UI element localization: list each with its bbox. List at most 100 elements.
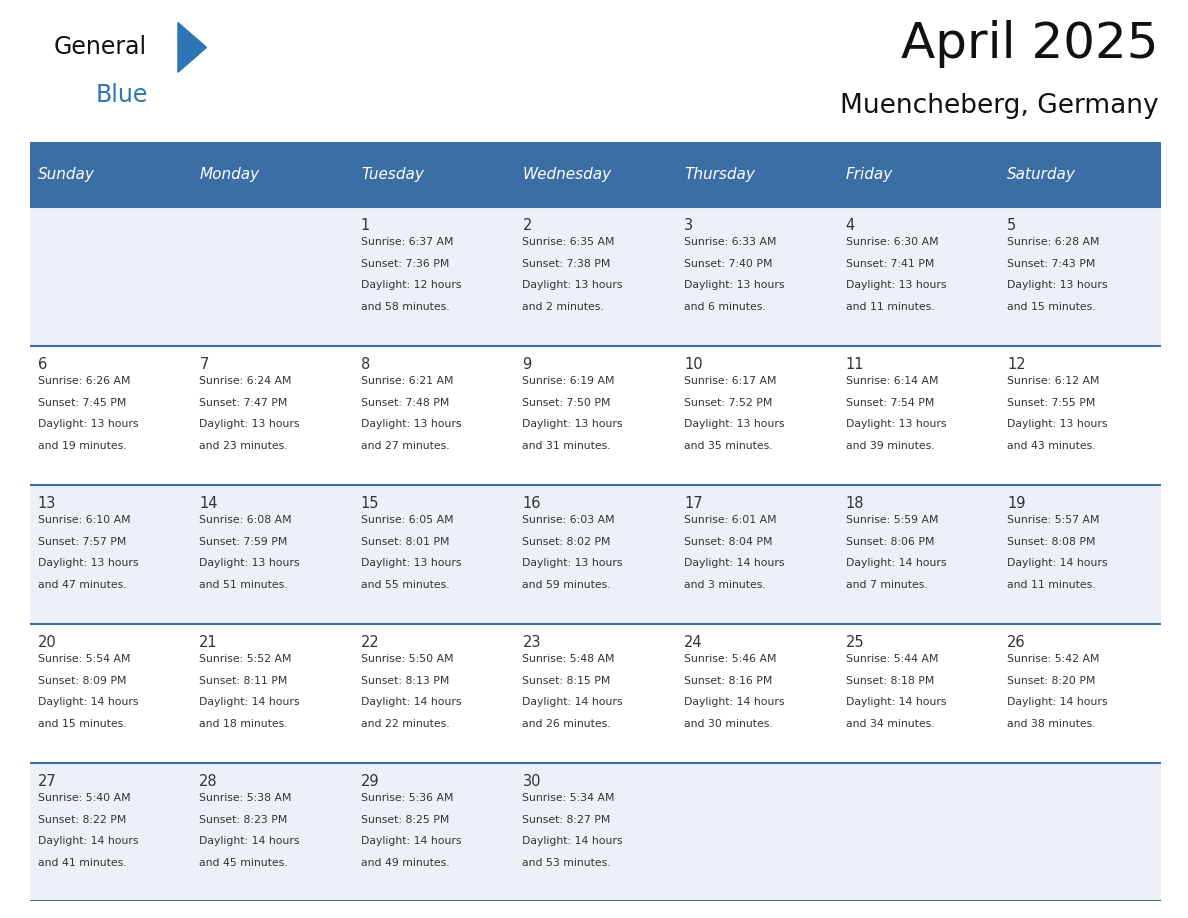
Text: Sunset: 7:47 PM: Sunset: 7:47 PM bbox=[200, 397, 287, 408]
Text: Sunrise: 5:57 AM: Sunrise: 5:57 AM bbox=[1007, 515, 1100, 525]
Text: and 55 minutes.: and 55 minutes. bbox=[361, 580, 449, 590]
Text: and 59 minutes.: and 59 minutes. bbox=[523, 580, 611, 590]
Text: 29: 29 bbox=[361, 774, 379, 789]
Text: Sunrise: 6:14 AM: Sunrise: 6:14 AM bbox=[846, 376, 939, 386]
Text: Sunrise: 6:33 AM: Sunrise: 6:33 AM bbox=[684, 238, 777, 247]
Bar bbox=[838, 763, 999, 901]
Text: and 51 minutes.: and 51 minutes. bbox=[200, 580, 287, 590]
Text: Daylight: 13 hours: Daylight: 13 hours bbox=[684, 420, 784, 430]
Text: 4: 4 bbox=[846, 218, 855, 233]
Text: April 2025: April 2025 bbox=[901, 20, 1158, 68]
Text: Daylight: 13 hours: Daylight: 13 hours bbox=[523, 420, 623, 430]
Text: Sunset: 7:48 PM: Sunset: 7:48 PM bbox=[361, 397, 449, 408]
Bar bbox=[30, 346, 191, 485]
Text: Sunset: 8:16 PM: Sunset: 8:16 PM bbox=[684, 676, 772, 686]
Text: 14: 14 bbox=[200, 496, 217, 510]
Text: Sunrise: 5:44 AM: Sunrise: 5:44 AM bbox=[846, 655, 939, 665]
Bar bbox=[191, 142, 353, 207]
Text: Daylight: 13 hours: Daylight: 13 hours bbox=[200, 420, 299, 430]
Text: 26: 26 bbox=[1007, 634, 1025, 650]
Text: 5: 5 bbox=[1007, 218, 1017, 233]
Bar bbox=[353, 485, 514, 623]
Text: and 2 minutes.: and 2 minutes. bbox=[523, 302, 605, 312]
Polygon shape bbox=[178, 23, 207, 73]
Text: 18: 18 bbox=[846, 496, 864, 510]
Text: Wednesday: Wednesday bbox=[523, 167, 612, 182]
Text: Daylight: 13 hours: Daylight: 13 hours bbox=[361, 558, 461, 568]
Text: 2: 2 bbox=[523, 218, 532, 233]
Text: Daylight: 14 hours: Daylight: 14 hours bbox=[200, 698, 299, 707]
Bar bbox=[514, 763, 676, 901]
Text: Sunset: 7:38 PM: Sunset: 7:38 PM bbox=[523, 259, 611, 269]
Text: and 11 minutes.: and 11 minutes. bbox=[1007, 580, 1095, 590]
Text: and 49 minutes.: and 49 minutes. bbox=[361, 857, 449, 868]
Bar bbox=[191, 763, 353, 901]
Bar bbox=[676, 142, 838, 207]
Text: Sunset: 7:57 PM: Sunset: 7:57 PM bbox=[38, 537, 126, 547]
Bar bbox=[838, 485, 999, 623]
Bar bbox=[30, 142, 191, 207]
Text: 27: 27 bbox=[38, 774, 57, 789]
Text: Sunrise: 5:34 AM: Sunrise: 5:34 AM bbox=[523, 793, 615, 803]
Text: Sunrise: 6:12 AM: Sunrise: 6:12 AM bbox=[1007, 376, 1100, 386]
Text: and 41 minutes.: and 41 minutes. bbox=[38, 857, 126, 868]
Text: 6: 6 bbox=[38, 357, 48, 372]
Text: Sunset: 7:41 PM: Sunset: 7:41 PM bbox=[846, 259, 934, 269]
Text: and 53 minutes.: and 53 minutes. bbox=[523, 857, 611, 868]
Text: Sunrise: 5:54 AM: Sunrise: 5:54 AM bbox=[38, 655, 131, 665]
Text: and 11 minutes.: and 11 minutes. bbox=[846, 302, 934, 312]
Text: Sunrise: 6:28 AM: Sunrise: 6:28 AM bbox=[1007, 238, 1100, 247]
Text: Daylight: 14 hours: Daylight: 14 hours bbox=[846, 698, 946, 707]
Text: 15: 15 bbox=[361, 496, 379, 510]
Text: and 43 minutes.: and 43 minutes. bbox=[1007, 441, 1095, 451]
Text: General: General bbox=[53, 36, 146, 60]
Text: Sunset: 7:55 PM: Sunset: 7:55 PM bbox=[1007, 397, 1095, 408]
Text: Sunset: 8:15 PM: Sunset: 8:15 PM bbox=[523, 676, 611, 686]
Text: and 35 minutes.: and 35 minutes. bbox=[684, 441, 772, 451]
Text: Sunset: 7:45 PM: Sunset: 7:45 PM bbox=[38, 397, 126, 408]
Text: and 18 minutes.: and 18 minutes. bbox=[200, 719, 287, 729]
Bar bbox=[999, 207, 1161, 346]
Bar bbox=[514, 142, 676, 207]
Text: Daylight: 14 hours: Daylight: 14 hours bbox=[523, 836, 623, 846]
Text: Sunrise: 6:19 AM: Sunrise: 6:19 AM bbox=[523, 376, 615, 386]
Bar bbox=[514, 485, 676, 623]
Text: 13: 13 bbox=[38, 496, 56, 510]
Text: and 27 minutes.: and 27 minutes. bbox=[361, 441, 449, 451]
Text: Sunset: 7:50 PM: Sunset: 7:50 PM bbox=[523, 397, 611, 408]
Bar bbox=[353, 207, 514, 346]
Text: Daylight: 14 hours: Daylight: 14 hours bbox=[523, 698, 623, 707]
Text: 11: 11 bbox=[846, 357, 864, 372]
Text: Sunrise: 5:46 AM: Sunrise: 5:46 AM bbox=[684, 655, 777, 665]
Text: and 23 minutes.: and 23 minutes. bbox=[200, 441, 287, 451]
Text: Sunset: 7:59 PM: Sunset: 7:59 PM bbox=[200, 537, 287, 547]
Bar bbox=[191, 207, 353, 346]
Text: Tuesday: Tuesday bbox=[361, 167, 424, 182]
Text: Daylight: 14 hours: Daylight: 14 hours bbox=[1007, 698, 1107, 707]
Bar bbox=[999, 142, 1161, 207]
Text: Daylight: 14 hours: Daylight: 14 hours bbox=[38, 698, 138, 707]
Bar bbox=[676, 623, 838, 763]
Text: Sunset: 8:27 PM: Sunset: 8:27 PM bbox=[523, 814, 611, 824]
Text: Daylight: 14 hours: Daylight: 14 hours bbox=[200, 836, 299, 846]
Text: and 15 minutes.: and 15 minutes. bbox=[1007, 302, 1095, 312]
Bar bbox=[676, 485, 838, 623]
Text: and 31 minutes.: and 31 minutes. bbox=[523, 441, 611, 451]
Text: Sunset: 8:04 PM: Sunset: 8:04 PM bbox=[684, 537, 772, 547]
Text: and 22 minutes.: and 22 minutes. bbox=[361, 719, 449, 729]
Text: Sunrise: 6:21 AM: Sunrise: 6:21 AM bbox=[361, 376, 454, 386]
Text: Sunset: 8:25 PM: Sunset: 8:25 PM bbox=[361, 814, 449, 824]
Text: and 15 minutes.: and 15 minutes. bbox=[38, 719, 126, 729]
Text: 1: 1 bbox=[361, 218, 371, 233]
Bar bbox=[999, 763, 1161, 901]
Text: 24: 24 bbox=[684, 634, 702, 650]
Text: 20: 20 bbox=[38, 634, 57, 650]
Text: Thursday: Thursday bbox=[684, 167, 754, 182]
Text: 7: 7 bbox=[200, 357, 209, 372]
Text: and 58 minutes.: and 58 minutes. bbox=[361, 302, 449, 312]
Text: Sunset: 8:02 PM: Sunset: 8:02 PM bbox=[523, 537, 611, 547]
Text: Daylight: 14 hours: Daylight: 14 hours bbox=[38, 836, 138, 846]
Text: Sunrise: 6:01 AM: Sunrise: 6:01 AM bbox=[684, 515, 777, 525]
Bar bbox=[514, 207, 676, 346]
Text: 30: 30 bbox=[523, 774, 541, 789]
